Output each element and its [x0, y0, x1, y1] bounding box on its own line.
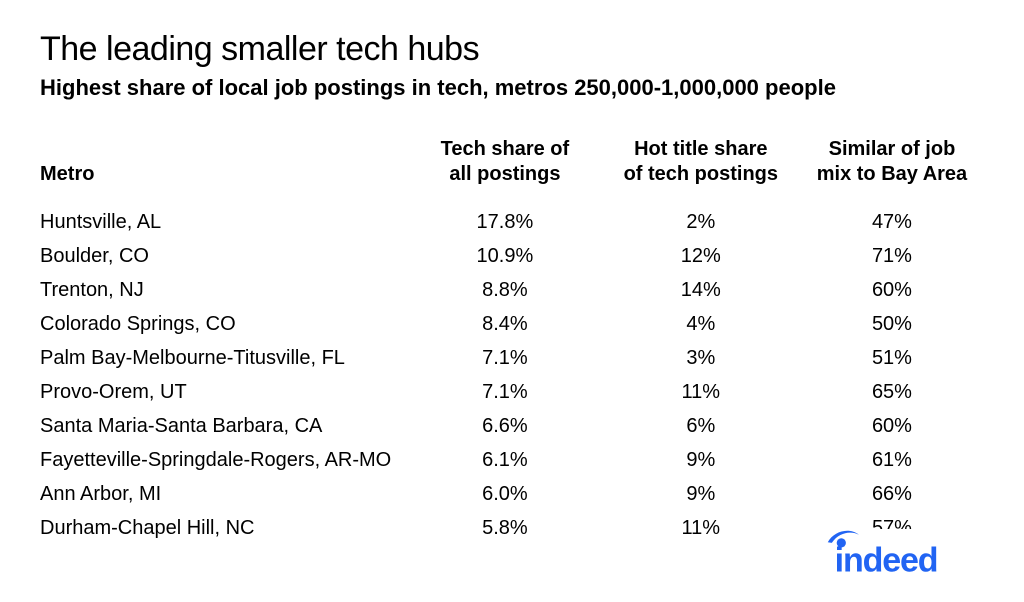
metro-cell: Huntsville, AL: [40, 205, 408, 239]
table-row: Fayetteville-Springdale-Rogers, AR-MO6.1…: [40, 443, 984, 477]
tech-share-cell: 6.0%: [408, 477, 602, 511]
table-row: Provo-Orem, UT7.1%11%65%: [40, 375, 984, 409]
tech-share-cell: 5.8%: [408, 511, 602, 545]
hot-title-cell: 9%: [602, 477, 800, 511]
hot-title-cell: 2%: [602, 205, 800, 239]
table-row: Santa Maria-Santa Barbara, CA6.6%6%60%: [40, 409, 984, 443]
hot-title-cell: 14%: [602, 273, 800, 307]
table-body: Huntsville, AL17.8%2%47%Boulder, CO10.9%…: [40, 205, 984, 545]
metro-cell: Durham-Chapel Hill, NC: [40, 511, 408, 545]
table-row: Huntsville, AL17.8%2%47%: [40, 205, 984, 239]
col-header-similar: Similar of job mix to Bay Area: [800, 137, 984, 205]
hot-title-cell: 3%: [602, 341, 800, 375]
hot-title-cell: 11%: [602, 511, 800, 545]
hot-title-cell: 4%: [602, 307, 800, 341]
tech-share-cell: 7.1%: [408, 375, 602, 409]
tech-share-cell: 8.8%: [408, 273, 602, 307]
similar-cell: 61%: [800, 443, 984, 477]
metro-cell: Fayetteville-Springdale-Rogers, AR-MO: [40, 443, 408, 477]
hot-title-cell: 6%: [602, 409, 800, 443]
metro-cell: Palm Bay-Melbourne-Titusville, FL: [40, 341, 408, 375]
tech-share-cell: 10.9%: [408, 239, 602, 273]
hot-title-cell: 11%: [602, 375, 800, 409]
chart-subtitle: Highest share of local job postings in t…: [40, 75, 984, 101]
tech-share-cell: 6.6%: [408, 409, 602, 443]
similar-cell: 60%: [800, 273, 984, 307]
tech-share-cell: 17.8%: [408, 205, 602, 239]
col-header-hot-title: Hot title share of tech postings: [602, 137, 800, 205]
similar-cell: 47%: [800, 205, 984, 239]
hot-title-cell: 12%: [602, 239, 800, 273]
similar-cell: 50%: [800, 307, 984, 341]
tech-share-cell: 6.1%: [408, 443, 602, 477]
chart-title: The leading smaller tech hubs: [40, 30, 984, 69]
similar-cell: 51%: [800, 341, 984, 375]
tech-share-cell: 8.4%: [408, 307, 602, 341]
table-row: Palm Bay-Melbourne-Titusville, FL7.1%3%5…: [40, 341, 984, 375]
similar-cell: 60%: [800, 409, 984, 443]
similar-cell: 71%: [800, 239, 984, 273]
metro-cell: Trenton, NJ: [40, 273, 408, 307]
tech-hubs-table: Metro Tech share of all postings Hot tit…: [40, 137, 984, 545]
table-header-row: Metro Tech share of all postings Hot tit…: [40, 137, 984, 205]
col-header-metro: Metro: [40, 137, 408, 205]
metro-cell: Colorado Springs, CO: [40, 307, 408, 341]
similar-cell: 65%: [800, 375, 984, 409]
tech-share-cell: 7.1%: [408, 341, 602, 375]
similar-cell: 66%: [800, 477, 984, 511]
table-row: Trenton, NJ8.8%14%60%: [40, 273, 984, 307]
metro-cell: Provo-Orem, UT: [40, 375, 408, 409]
table-row: Colorado Springs, CO8.4%4%50%: [40, 307, 984, 341]
metro-cell: Ann Arbor, MI: [40, 477, 408, 511]
table-row: Boulder, CO10.9%12%71%: [40, 239, 984, 273]
metro-cell: Boulder, CO: [40, 239, 408, 273]
svg-text:indeed: indeed: [835, 542, 938, 575]
metro-cell: Santa Maria-Santa Barbara, CA: [40, 409, 408, 443]
table-row: Ann Arbor, MI6.0%9%66%: [40, 477, 984, 511]
hot-title-cell: 9%: [602, 443, 800, 477]
indeed-logo: indeed: [826, 529, 976, 580]
col-header-tech-share: Tech share of all postings: [408, 137, 602, 205]
